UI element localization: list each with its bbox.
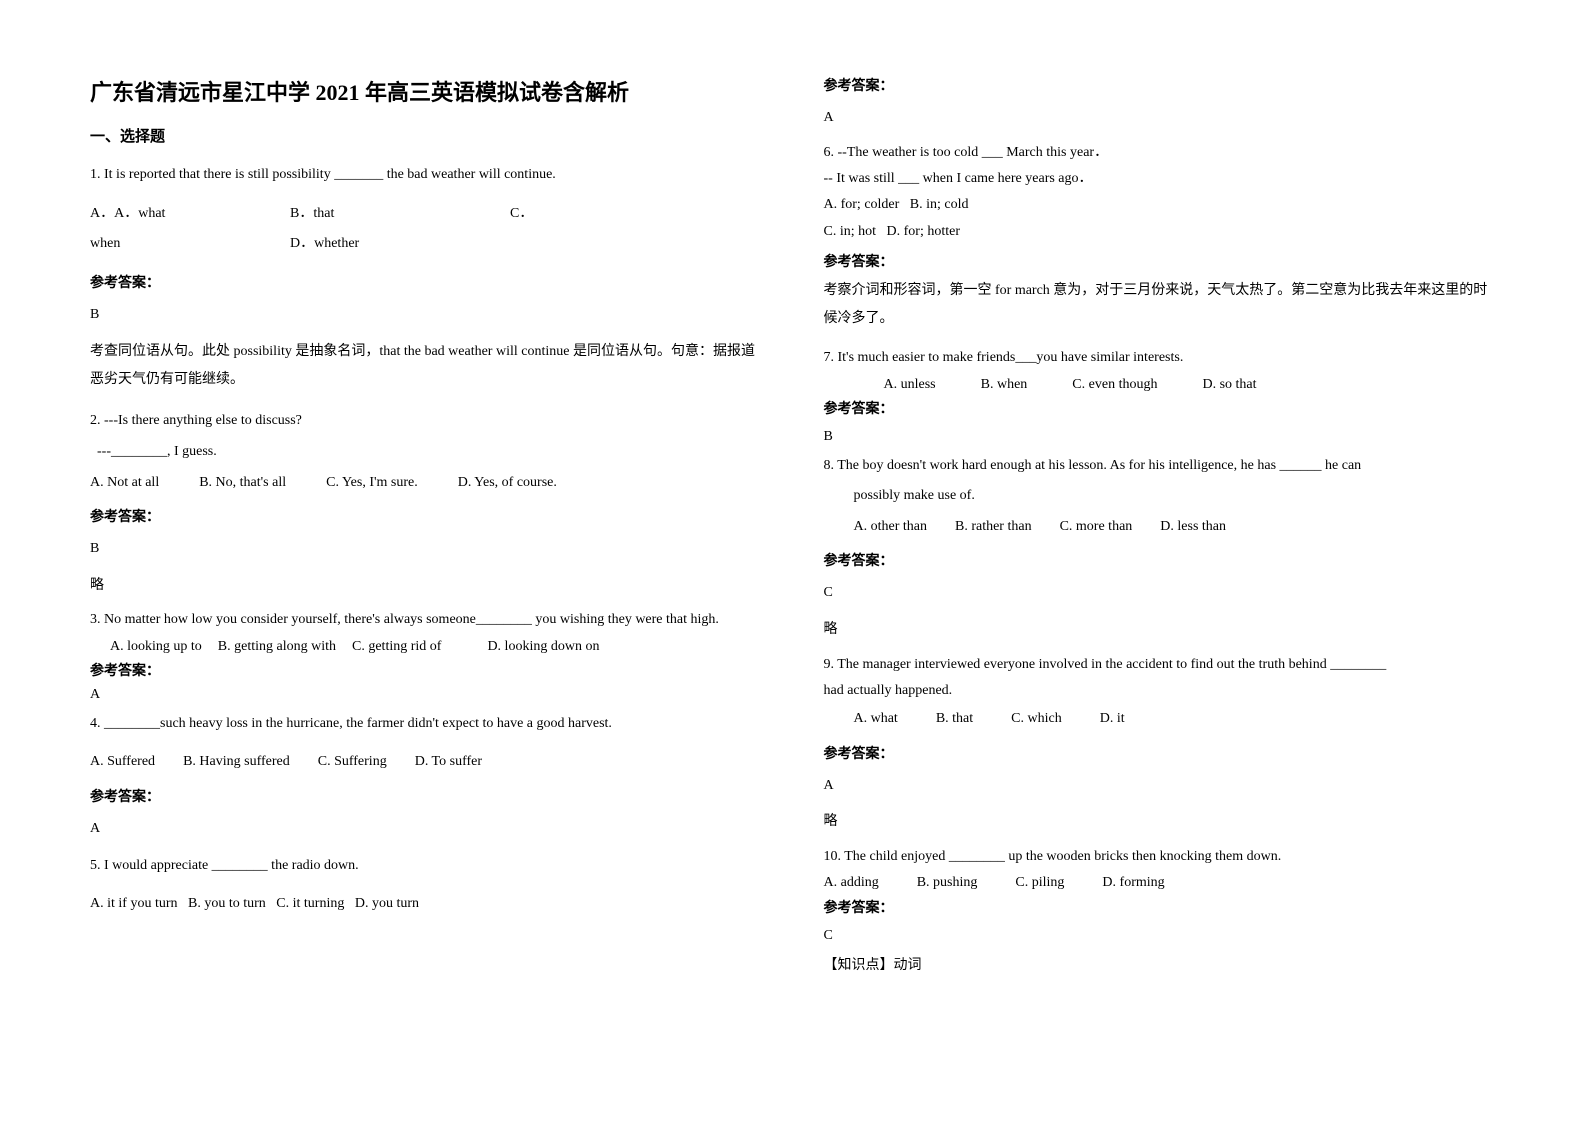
q9-optC: C. which <box>1011 706 1062 733</box>
q6-optAB: A. for; colder B. in; cold <box>824 194 1498 216</box>
q10-note: 【知识点】动词 <box>824 953 1498 980</box>
q10-text: 10. The child enjoyed ________ up the wo… <box>824 846 1498 868</box>
q5-text: 5. I would appreciate ________ the radio… <box>90 853 764 880</box>
q8-optB: B. rather than <box>955 514 1032 541</box>
q10-optC: C. piling <box>1015 872 1064 894</box>
q4-text: 4. ________such heavy loss in the hurric… <box>90 711 764 738</box>
q4-optD: D. To suffer <box>415 749 482 776</box>
q9-options: A. what B. that C. which D. it <box>824 706 1498 733</box>
q9-brief: 略 <box>824 809 1498 836</box>
q4-optB: B. Having suffered <box>183 749 290 776</box>
q1-options-row2: when D．whether <box>90 231 764 258</box>
q10-optB: B. pushing <box>917 872 978 894</box>
section-header: 一、选择题 <box>90 125 764 146</box>
q2-optC: C. Yes, I'm sure. <box>326 470 418 497</box>
q3-optD: D. looking down on <box>487 636 599 658</box>
q2-optD: D. Yes, of course. <box>458 470 557 497</box>
q6-optCD: C. in; hot D. for; hotter <box>824 221 1498 243</box>
q6-answer-label: 参考答案： <box>824 251 1498 271</box>
q8-answer: C <box>824 580 1498 607</box>
q1-answer-label: 参考答案： <box>90 272 764 292</box>
q7-optC: C. even though <box>1072 374 1157 396</box>
q9-optB: B. that <box>936 706 973 733</box>
q4-answer: A <box>90 816 764 843</box>
q5-answer: A <box>824 105 1498 132</box>
q7-answer: B <box>824 424 1498 451</box>
q10-answer: C <box>824 923 1498 950</box>
q7-optB: B. when <box>981 374 1028 396</box>
q2-brief: 略 <box>90 573 764 600</box>
q9-optD: D. it <box>1100 706 1125 733</box>
q3-options: A. looking up to B. getting along with C… <box>90 636 764 658</box>
q10-answer-label: 参考答案： <box>824 897 1498 917</box>
q9-text2: had actually happened. <box>824 680 1498 702</box>
q8-text1: 8. The boy doesn't work hard enough at h… <box>824 453 1498 480</box>
q1-optC: C． <box>510 201 533 228</box>
q8-options: A. other than B. rather than C. more tha… <box>824 514 1498 541</box>
left-column: 广东省清远市星江中学 2021 年高三英语模拟试卷含解析 一、选择题 1. It… <box>90 75 764 1047</box>
q10-optD: D. forming <box>1102 872 1164 894</box>
document-title: 广东省清远市星江中学 2021 年高三英语模拟试卷含解析 <box>90 75 764 107</box>
q8-optD: D. less than <box>1160 514 1226 541</box>
q7-optD: D. so that <box>1202 374 1256 396</box>
q1-text: 1. It is reported that there is still po… <box>90 162 764 189</box>
q1-options-row1: A．A．what B．that C． <box>90 201 764 228</box>
q1-optB: B．that <box>290 201 510 228</box>
q5-answer-label: 参考答案： <box>824 75 1498 95</box>
q3-optB: B. getting along with <box>218 636 336 658</box>
q4-answer-label: 参考答案： <box>90 786 764 806</box>
q7-options: A. unless B. when C. even though D. so t… <box>824 374 1498 396</box>
q8-optC: C. more than <box>1060 514 1133 541</box>
q7-optA: A. unless <box>884 374 936 396</box>
q2-text: 2. ---Is there anything else to discuss? <box>90 408 764 435</box>
q8-answer-label: 参考答案： <box>824 550 1498 570</box>
q9-answer: A <box>824 773 1498 800</box>
q3-optA: A. looking up to <box>110 636 202 658</box>
q1-optC2: when <box>90 231 290 258</box>
q9-text1: 9. The manager interviewed everyone invo… <box>824 654 1498 676</box>
q4-optA: A. Suffered <box>90 749 155 776</box>
q3-optC: C. getting rid of <box>352 636 441 658</box>
q3-answer: A <box>90 682 764 709</box>
q1-optD: D．whether <box>290 231 359 258</box>
q2-optB: B. No, that's all <box>199 470 286 497</box>
q5-options: A. it if you turn B. you to turn C. it t… <box>90 891 764 918</box>
q8-text2: possibly make use of. <box>824 483 1498 510</box>
q8-optA: A. other than <box>854 514 927 541</box>
q9-optA: A. what <box>854 706 898 733</box>
q3-text: 3. No matter how low you consider yourse… <box>90 609 764 631</box>
q4-options: A. Suffered B. Having suffered C. Suffer… <box>90 749 764 776</box>
q2-answer: B <box>90 536 764 563</box>
q3-answer-label: 参考答案： <box>90 660 764 680</box>
q1-optA: A．A．what <box>90 201 290 228</box>
q10-optA: A. adding <box>824 872 879 894</box>
q1-answer: B <box>90 302 764 329</box>
q7-answer-label: 参考答案： <box>824 398 1498 418</box>
q7-text: 7. It's much easier to make friends___yo… <box>824 347 1498 369</box>
q9-answer-label: 参考答案： <box>824 743 1498 763</box>
q4-optC: C. Suffering <box>318 749 387 776</box>
q2-text2: ---________, I guess. <box>90 439 764 466</box>
q2-optA: A. Not at all <box>90 470 159 497</box>
q2-options: A. Not at all B. No, that's all C. Yes, … <box>90 470 764 497</box>
q8-brief: 略 <box>824 617 1498 644</box>
q10-options: A. adding B. pushing C. piling D. formin… <box>824 872 1498 894</box>
q6-text2: -- It was still ___ when I came here yea… <box>824 168 1498 190</box>
q6-text1: 6. --The weather is too cold ___ March t… <box>824 142 1498 164</box>
q2-answer-label: 参考答案： <box>90 506 764 526</box>
q6-explanation: 考察介词和形容词，第一空 for march 意为，对于三月份来说，天气太热了。… <box>824 277 1498 333</box>
q1-explanation: 考查同位语从句。此处 possibility 是抽象名词，that the ba… <box>90 338 764 394</box>
right-column: 参考答案： A 6. --The weather is too cold ___… <box>824 75 1498 1047</box>
